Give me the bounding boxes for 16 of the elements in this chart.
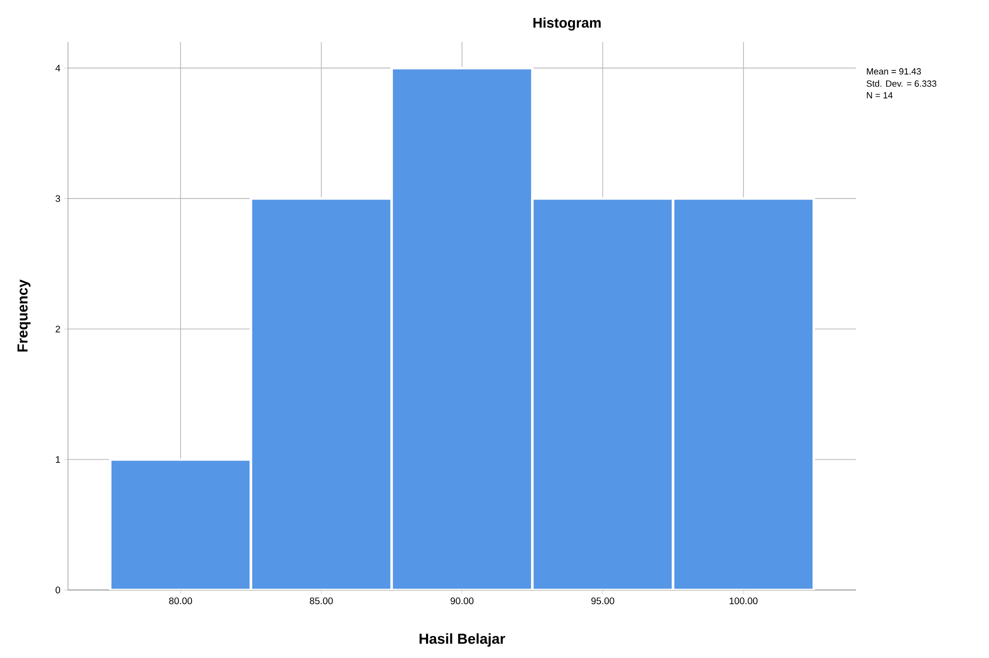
chart-title: Histogram bbox=[533, 17, 601, 31]
y-axis-title: Frequency bbox=[18, 280, 30, 352]
y-tick-label: 2 bbox=[56, 326, 60, 332]
y-tick-label: 1 bbox=[56, 456, 60, 463]
text: Mean = 91.43 bbox=[866, 68, 921, 75]
y-tick-label: 0 bbox=[56, 586, 60, 594]
x-tick-label: 80.00 bbox=[169, 598, 192, 604]
x-tick-label: 85.00 bbox=[310, 598, 333, 604]
y-tick-label: 3 bbox=[56, 195, 60, 202]
text: Std. Dev. = 6.333 bbox=[866, 80, 936, 87]
y-tick-label: 4 bbox=[55, 64, 60, 72]
text: N = 14 bbox=[866, 92, 893, 98]
x-axis-title: Hasil Belajar bbox=[420, 633, 506, 647]
x-tick-label: 100.00 bbox=[730, 598, 758, 604]
x-tick-label: 90.00 bbox=[450, 598, 474, 604]
x-tick-label: 95.00 bbox=[591, 598, 614, 604]
